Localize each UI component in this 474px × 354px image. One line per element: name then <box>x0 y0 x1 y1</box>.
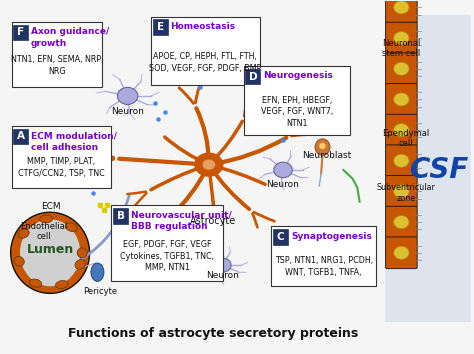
Text: Neurogenesis: Neurogenesis <box>263 71 333 80</box>
FancyBboxPatch shape <box>386 0 417 23</box>
Text: Neuronal
stem cell: Neuronal stem cell <box>382 39 420 58</box>
Ellipse shape <box>274 162 292 178</box>
FancyBboxPatch shape <box>13 25 28 40</box>
Ellipse shape <box>77 248 87 258</box>
Text: Pericyte: Pericyte <box>82 287 117 296</box>
Text: NTN1, EFN, SEMA, NRP,
NRG: NTN1, EFN, SEMA, NRP, NRG <box>10 55 103 76</box>
FancyBboxPatch shape <box>272 226 376 286</box>
Text: F: F <box>18 27 25 38</box>
FancyBboxPatch shape <box>386 176 417 207</box>
Text: Neurovascular unit/: Neurovascular unit/ <box>131 211 232 219</box>
Text: Endothelial
cell: Endothelial cell <box>20 222 68 241</box>
Ellipse shape <box>394 216 409 229</box>
Ellipse shape <box>11 212 90 293</box>
Ellipse shape <box>214 258 231 272</box>
Ellipse shape <box>18 229 29 238</box>
Text: Lumen: Lumen <box>27 243 74 256</box>
Text: C: C <box>277 232 284 242</box>
Ellipse shape <box>394 62 409 75</box>
Text: Neuron: Neuron <box>206 271 239 280</box>
Ellipse shape <box>315 139 330 155</box>
Ellipse shape <box>14 256 24 266</box>
Text: Astrocyte: Astrocyte <box>191 216 237 226</box>
Text: MMP, TIMP, PLAT,
CTFG/CCN2, TSP, TNC: MMP, TIMP, PLAT, CTFG/CCN2, TSP, TNC <box>18 157 105 178</box>
Ellipse shape <box>55 280 68 289</box>
Text: CSF: CSF <box>410 156 469 184</box>
FancyBboxPatch shape <box>11 126 111 188</box>
Text: TSP, NTN1, NRG1, PCDH,
WNT, TGFB1, TNFA,: TSP, NTN1, NRG1, PCDH, WNT, TGFB1, TNFA, <box>274 256 373 277</box>
FancyBboxPatch shape <box>386 53 417 85</box>
FancyBboxPatch shape <box>111 205 223 281</box>
Text: APOE, CP, HEPH, FTL, FTH,
SOD, VEGF, FGF, PDGF, BMP: APOE, CP, HEPH, FTL, FTH, SOD, VEGF, FGF… <box>149 52 262 73</box>
Text: ECM modulation/: ECM modulation/ <box>31 131 117 140</box>
FancyBboxPatch shape <box>386 237 417 269</box>
Text: B: B <box>117 211 125 221</box>
FancyBboxPatch shape <box>244 66 350 135</box>
Ellipse shape <box>91 263 104 281</box>
Text: E: E <box>156 22 164 32</box>
Text: EGF, PDGF, FGF, VEGF
Cytokines, TGFB1, TNC,
MMP, NTN1: EGF, PDGF, FGF, VEGF Cytokines, TGFB1, T… <box>120 240 214 272</box>
FancyBboxPatch shape <box>113 208 128 223</box>
FancyBboxPatch shape <box>151 17 260 85</box>
Text: growth: growth <box>31 39 67 48</box>
Ellipse shape <box>394 154 409 167</box>
FancyBboxPatch shape <box>385 15 471 321</box>
Ellipse shape <box>394 185 409 198</box>
Ellipse shape <box>118 87 138 104</box>
Text: Neuron: Neuron <box>111 107 144 116</box>
Ellipse shape <box>29 279 42 287</box>
FancyBboxPatch shape <box>386 22 417 54</box>
FancyBboxPatch shape <box>386 114 417 146</box>
Text: D: D <box>248 72 257 81</box>
Text: Functions of astrocyte secretory proteins: Functions of astrocyte secretory protein… <box>68 327 359 341</box>
Text: Homeostasis: Homeostasis <box>170 22 236 31</box>
FancyBboxPatch shape <box>153 19 167 35</box>
Ellipse shape <box>394 124 409 137</box>
Text: Neuroblast: Neuroblast <box>302 152 352 160</box>
Ellipse shape <box>195 153 223 176</box>
Ellipse shape <box>394 32 409 45</box>
Text: Ependymal
cell: Ependymal cell <box>383 129 429 148</box>
Ellipse shape <box>202 159 215 170</box>
Ellipse shape <box>394 93 409 106</box>
Text: cell adhesion: cell adhesion <box>31 143 98 152</box>
Ellipse shape <box>65 223 77 232</box>
FancyBboxPatch shape <box>386 84 417 115</box>
Text: ECM: ECM <box>41 202 61 211</box>
Text: Synaptogenesis: Synaptogenesis <box>291 232 372 241</box>
Ellipse shape <box>75 259 85 269</box>
Ellipse shape <box>394 246 409 259</box>
FancyBboxPatch shape <box>11 22 102 87</box>
FancyBboxPatch shape <box>13 129 28 144</box>
Ellipse shape <box>40 215 53 223</box>
Text: A: A <box>17 131 25 142</box>
Ellipse shape <box>319 143 326 149</box>
FancyBboxPatch shape <box>386 145 417 177</box>
Text: Subventricular
zone: Subventricular zone <box>376 183 436 202</box>
FancyBboxPatch shape <box>246 69 260 84</box>
Ellipse shape <box>20 219 80 286</box>
FancyBboxPatch shape <box>273 229 288 245</box>
FancyBboxPatch shape <box>386 206 417 238</box>
Text: BBB regulation: BBB regulation <box>131 222 208 231</box>
Text: Neuron: Neuron <box>266 179 300 189</box>
Text: Axon guidance/: Axon guidance/ <box>31 27 109 36</box>
Ellipse shape <box>394 1 409 14</box>
Text: EFN, EPH, HBEGF,
VEGF, FGF, WNT7,
NTN1: EFN, EPH, HBEGF, VEGF, FGF, WNT7, NTN1 <box>261 96 333 128</box>
